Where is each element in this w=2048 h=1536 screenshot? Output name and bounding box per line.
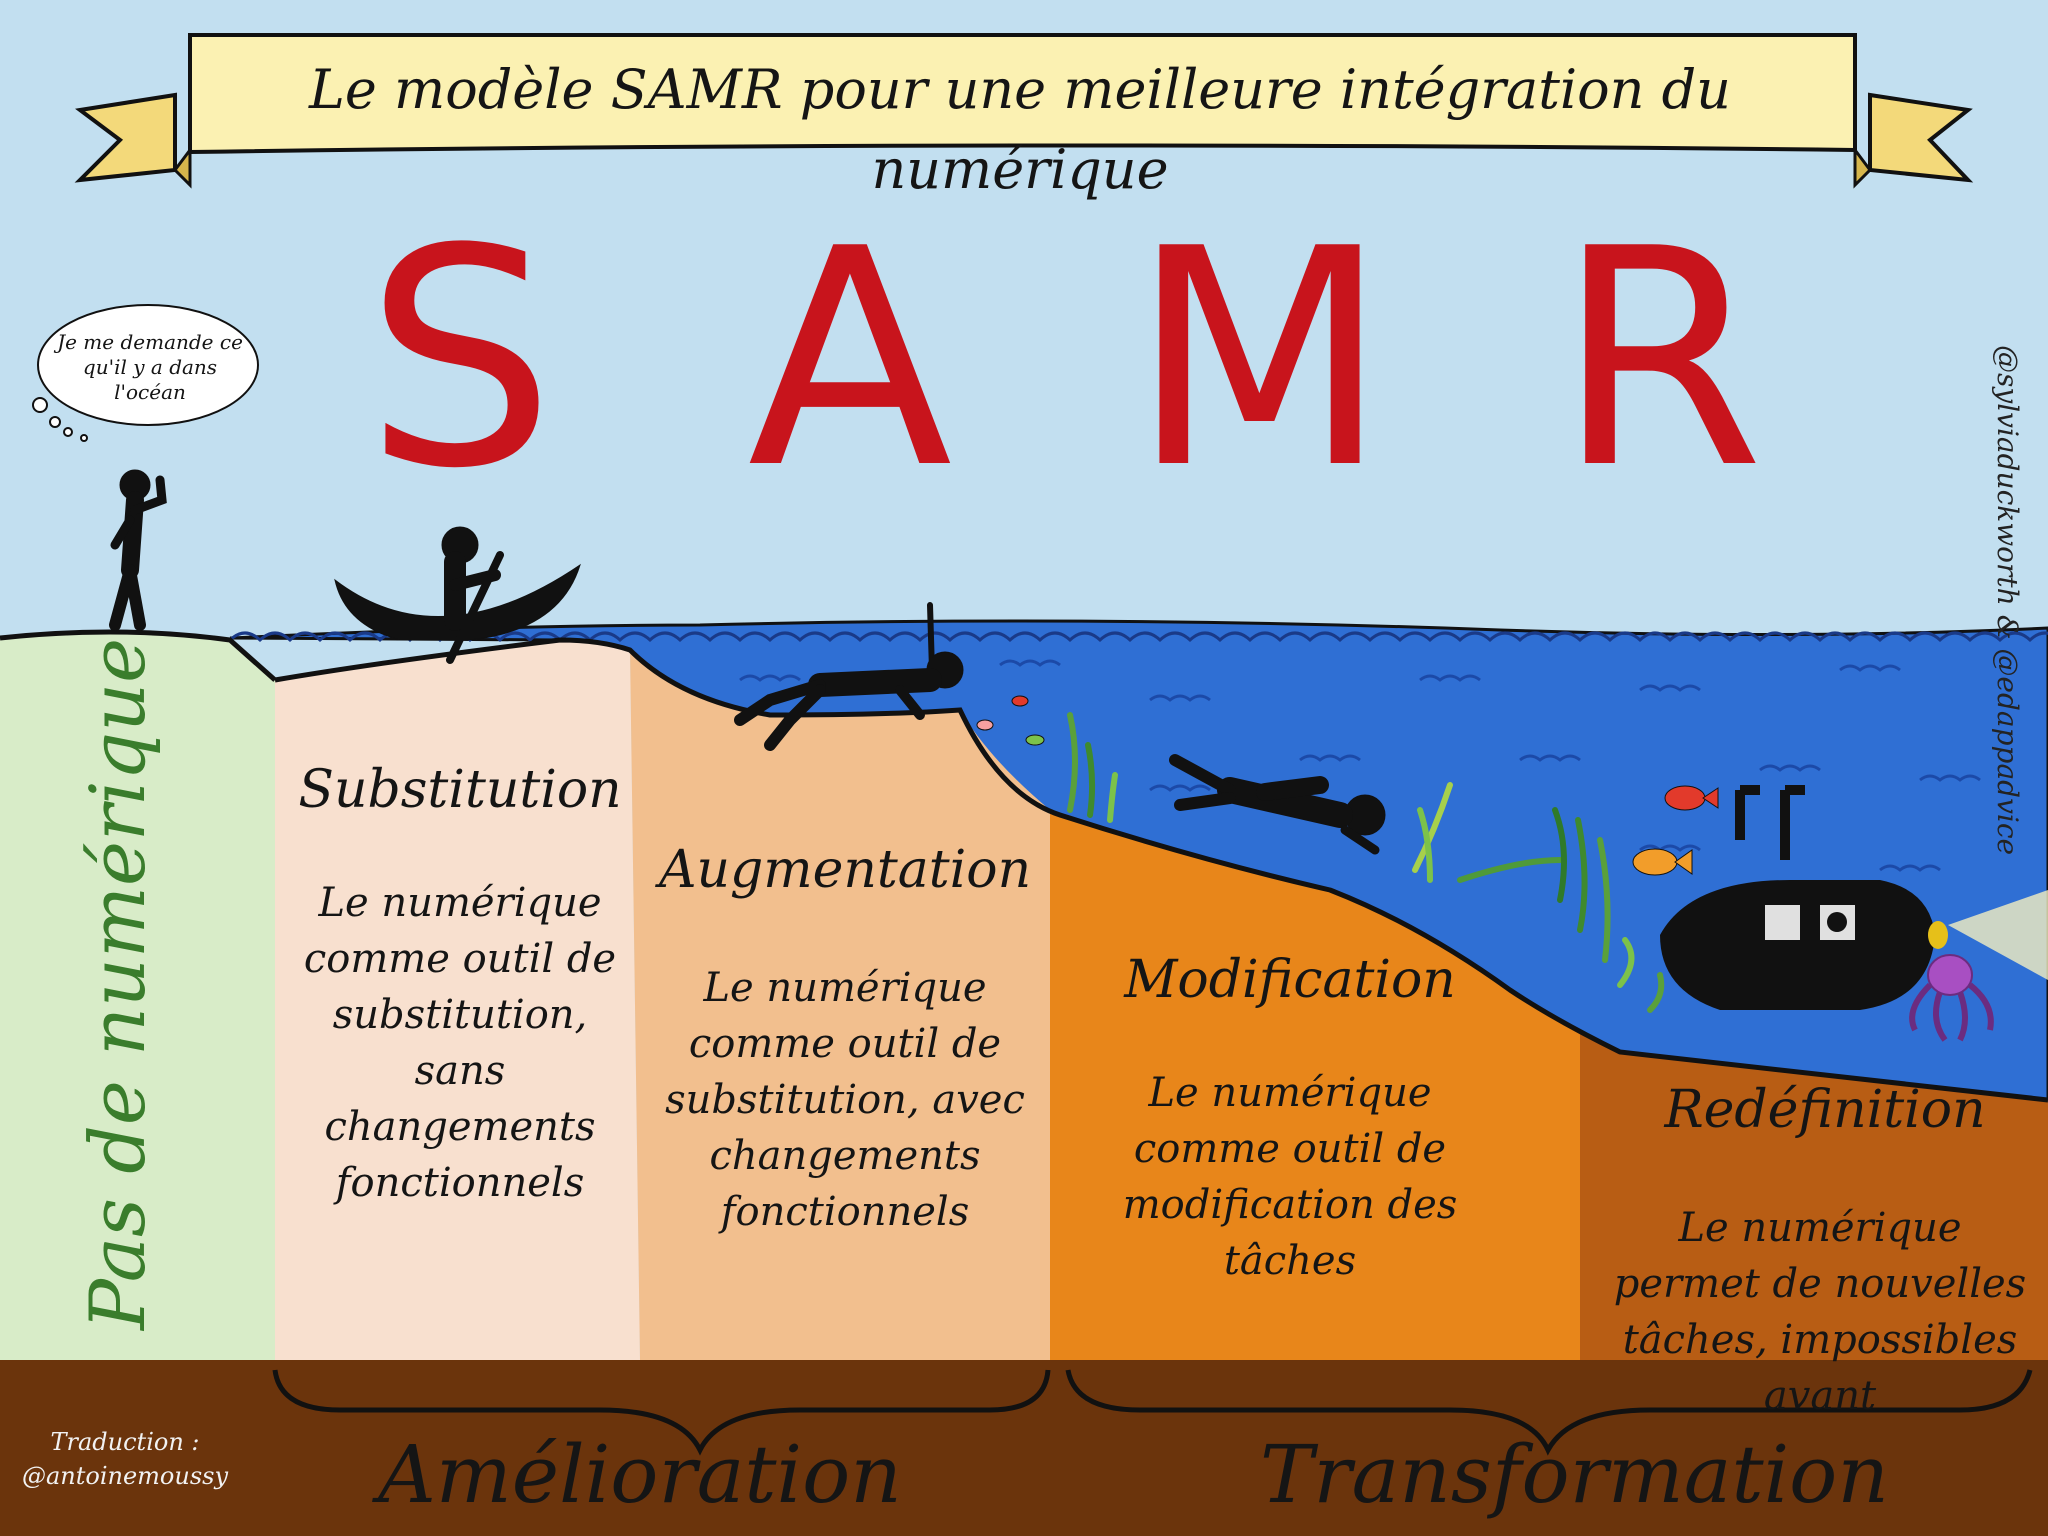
category-amelioration: Amélioration [378, 1428, 902, 1521]
scuba-diver [1169, 754, 1386, 855]
modification-column [1050, 810, 1580, 1360]
no-digital-column [0, 631, 275, 1360]
thought-bubble-text: Je me demande ce qu'il y a dans l'océan [57, 330, 243, 404]
letter-r: R [1555, 185, 1765, 534]
level-title-augmentation: Augmentation [658, 840, 1032, 900]
redefinition-column [1580, 1030, 2048, 1360]
seaweed [1067, 712, 1665, 1013]
substitution-column [275, 640, 640, 1360]
translation-label: Traduction : [50, 1428, 200, 1456]
letter-m: M [1130, 185, 1389, 534]
level-desc-modification: Le numérique comme outil de modification… [1122, 1070, 1458, 1284]
author-credit: @sylviaduckworth & @edappadvice [1991, 345, 2024, 856]
snorkeler [734, 602, 964, 751]
translation-credit: Traduction : @antoinemoussy [20, 1425, 230, 1493]
category-transformation: Transformation [1260, 1428, 1889, 1521]
title-banner [74, 33, 1974, 189]
octopus [1909, 954, 1994, 1042]
boat-rower [334, 526, 581, 664]
no-digital-label: Pas de numérique [73, 637, 162, 1330]
fish-group [976, 695, 1719, 876]
bottom-strip [0, 1360, 2048, 1536]
level-title-redefinition: Redéfinition [1664, 1080, 1986, 1140]
wave-line [228, 631, 2048, 643]
level-title-modification: Modification [1124, 950, 1456, 1010]
letter-s: S [364, 185, 556, 534]
augmentation-column [630, 650, 1050, 1360]
transformation-brace [1065, 1369, 2033, 1456]
ocean-wave-marks [739, 659, 1981, 872]
thought-bubble [32, 304, 259, 442]
page-title: Le modèle SAMR pour une meilleure intégr… [309, 58, 1731, 201]
amelioration-brace [272, 1369, 1051, 1456]
standing-person [109, 469, 167, 631]
ground-outline [0, 629, 2048, 1103]
level-desc-augmentation: Le numérique comme outil de substitution… [665, 965, 1025, 1235]
level-desc-substitution: Le numérique comme outil de substitution… [303, 880, 617, 1206]
level-desc-redefinition: Le numérique permet de nouvelles tâches,… [1613, 1205, 2027, 1419]
submarine [1660, 785, 2048, 1010]
level-title-substitution: Substitution [298, 760, 622, 820]
translator-handle: @antoinemoussy [21, 1462, 229, 1490]
letter-a: A [747, 185, 953, 534]
